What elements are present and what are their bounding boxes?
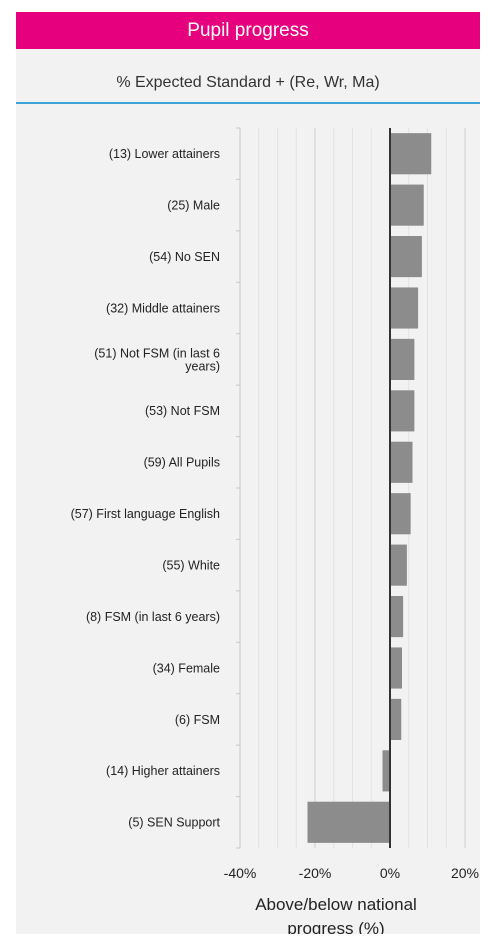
category-label: (6) FSM <box>175 713 220 727</box>
category-label: (59) All Pupils <box>144 456 220 470</box>
category-label: (8) FSM (in last 6 years) <box>86 610 220 624</box>
x-axis-title: Above/below national <box>255 895 417 914</box>
category-label: (32) Middle attainers <box>106 301 220 315</box>
bar <box>382 750 390 792</box>
category-label: (13) Lower attainers <box>109 147 220 161</box>
bar <box>390 133 432 175</box>
chart-subtitle: % Expected Standard + (Re, Wr, Ma) <box>116 74 380 91</box>
panel-header: Pupil progress <box>16 12 480 49</box>
bar <box>390 338 415 380</box>
x-tick-label: 20% <box>451 865 479 881</box>
x-axis-title: progress (%) <box>287 919 384 934</box>
bar <box>390 698 402 740</box>
x-tick-label: -20% <box>299 865 332 881</box>
category-label: (25) Male <box>167 199 220 213</box>
bar <box>390 287 419 329</box>
subtitle-divider <box>16 102 480 104</box>
category-label: (34) Female <box>153 661 220 675</box>
category-label: (5) SEN Support <box>128 816 220 830</box>
bar <box>390 596 404 638</box>
category-label: (54) No SEN <box>149 250 220 264</box>
category-label: (51) Not FSM (in last 6 years) <box>94 347 220 374</box>
bar <box>390 441 413 483</box>
bar <box>390 236 422 278</box>
chart-panel: Pupil progress % Expected Standard + (Re… <box>16 12 480 934</box>
bar-chart: (13) Lower attainers (25) Male (54) No SEN… <box>71 127 479 934</box>
bar <box>390 647 402 689</box>
bar <box>390 493 411 535</box>
category-label: (14) Higher attainers <box>106 764 220 778</box>
category-label: (53) Not FSM <box>145 404 220 418</box>
bar <box>390 184 424 226</box>
panel-title: Pupil progress <box>187 19 309 41</box>
category-label: (57) First language English <box>71 507 220 521</box>
bar <box>307 801 390 843</box>
category-label: (55) White <box>162 559 220 573</box>
x-tick-label: 0% <box>380 865 400 881</box>
bar <box>390 390 415 432</box>
x-tick-label: -40% <box>224 865 257 881</box>
bar <box>390 544 407 586</box>
